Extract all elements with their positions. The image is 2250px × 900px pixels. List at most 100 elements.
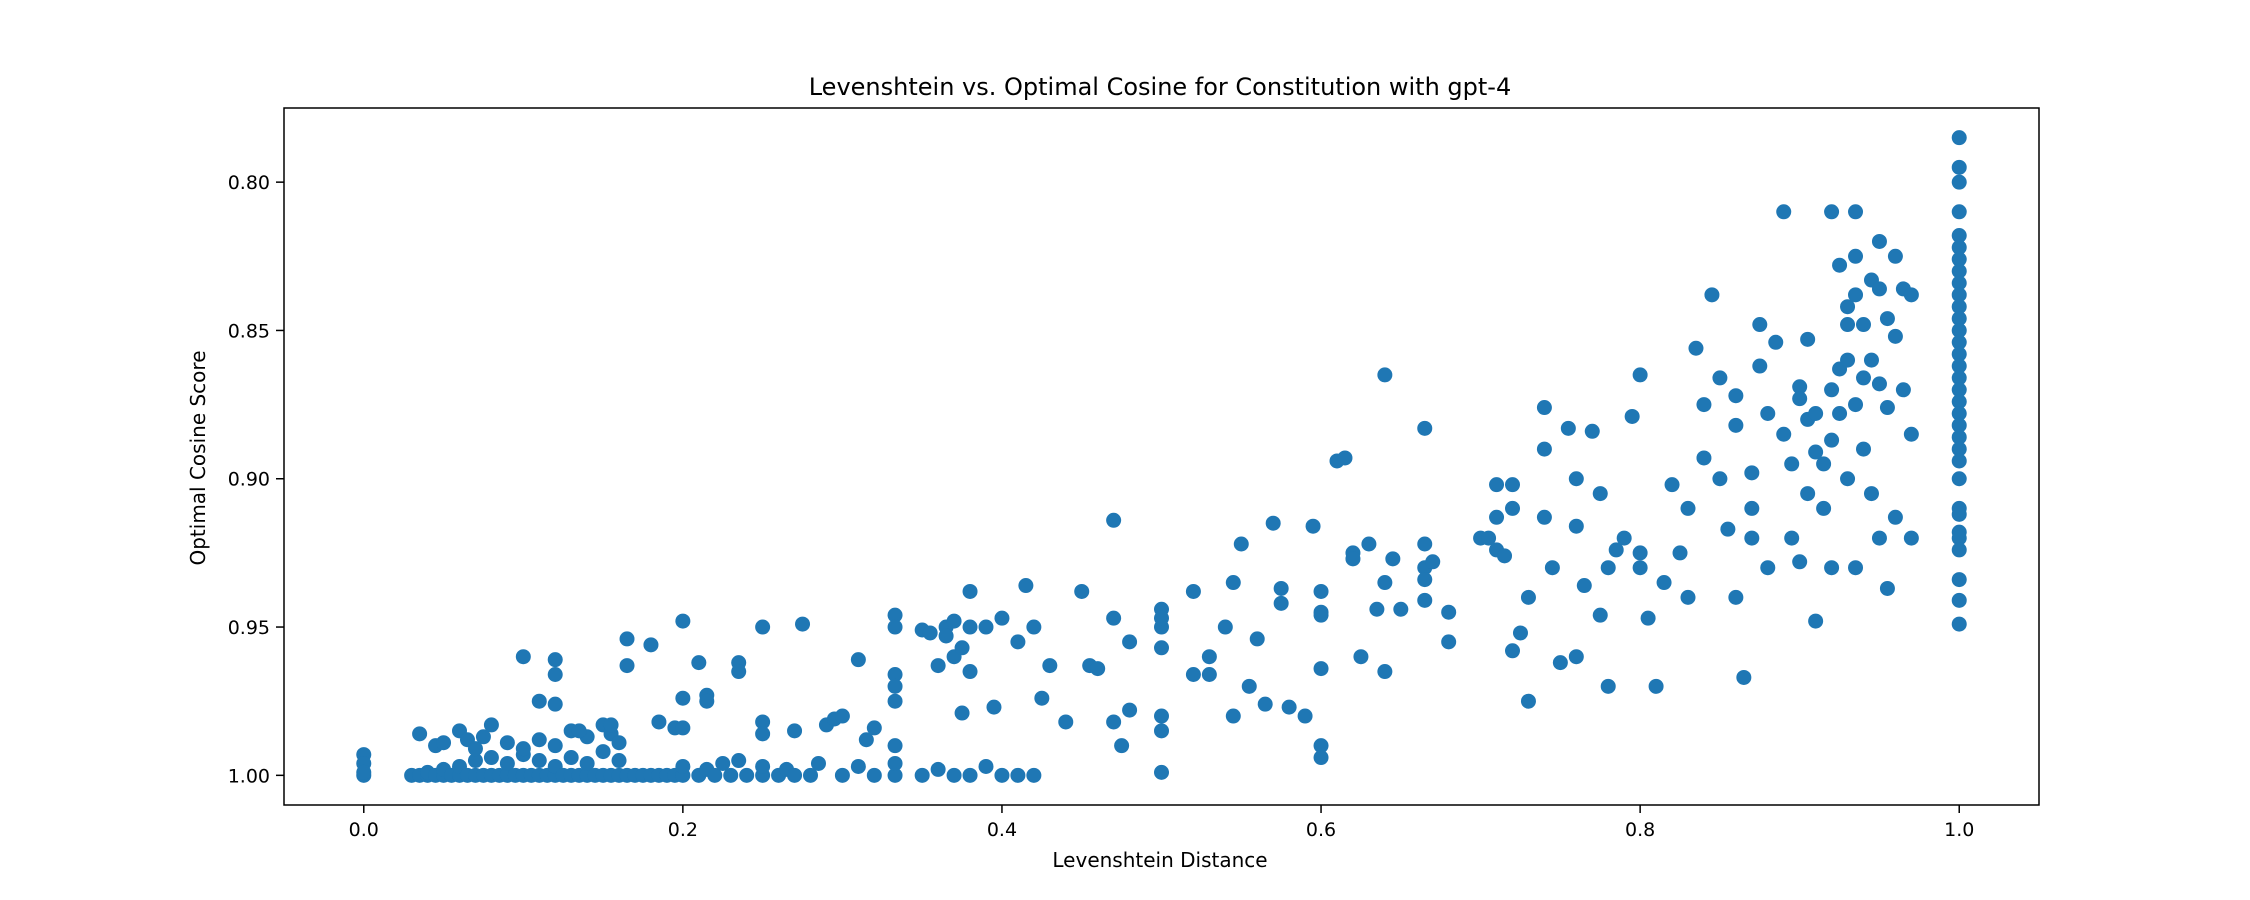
data-point: [1042, 658, 1058, 674]
data-point: [1600, 678, 1616, 694]
data-point: [1560, 420, 1576, 436]
data-point: [1951, 542, 1967, 558]
data-point: [1951, 263, 1967, 279]
data-point: [1305, 518, 1321, 534]
data-point: [1887, 328, 1903, 344]
data-point: [515, 649, 531, 665]
data-point: [1393, 601, 1409, 617]
data-point: [946, 613, 962, 629]
data-point: [1568, 471, 1584, 487]
data-point: [1122, 702, 1138, 718]
data-point: [1034, 690, 1050, 706]
data-point: [1704, 287, 1720, 303]
data-point: [1217, 619, 1233, 635]
data-point: [1058, 714, 1074, 730]
x-tick-label: 0.6: [1306, 819, 1336, 841]
data-point: [1728, 417, 1744, 433]
y-axis-label: Optimal Cosine Score: [186, 350, 210, 565]
data-point: [1951, 204, 1967, 220]
data-point: [1800, 486, 1816, 502]
data-point: [1425, 554, 1441, 570]
data-point: [1154, 640, 1169, 656]
data-point: [1018, 578, 1034, 594]
data-point: [1273, 580, 1289, 596]
y-tick-label: 0.90: [228, 469, 270, 491]
data-point: [1816, 500, 1832, 516]
data-point: [1744, 465, 1760, 481]
data-point: [499, 735, 515, 751]
data-point: [1010, 767, 1026, 783]
data-point: [1664, 477, 1680, 493]
data-point: [691, 655, 707, 671]
data-point: [887, 678, 903, 694]
data-point: [611, 753, 627, 769]
data-point: [1951, 287, 1967, 303]
data-point: [810, 755, 826, 771]
data-point: [436, 735, 452, 751]
data-point: [1871, 530, 1887, 546]
data-point: [1281, 699, 1297, 715]
data-point: [1951, 471, 1967, 487]
data-point: [1776, 204, 1792, 220]
data-point: [978, 758, 994, 774]
data-point: [1951, 441, 1967, 457]
x-tick-label: 1.0: [1944, 819, 1974, 841]
data-point: [1824, 432, 1840, 448]
data-point: [1010, 634, 1026, 650]
data-point: [1951, 334, 1967, 350]
data-point: [1840, 352, 1856, 368]
data-point: [834, 708, 850, 724]
data-point: [547, 696, 563, 712]
data-point: [1154, 610, 1169, 626]
data-point: [1696, 450, 1712, 466]
data-point: [1552, 655, 1568, 671]
data-point: [1417, 420, 1433, 436]
data-point: [1752, 317, 1768, 333]
data-point: [954, 640, 970, 656]
data-point: [483, 750, 499, 766]
data-point: [571, 723, 587, 739]
data-point: [1951, 311, 1967, 327]
data-point: [1313, 583, 1329, 599]
data-point: [1808, 613, 1824, 629]
data-point: [1090, 661, 1106, 677]
data-point: [1951, 530, 1967, 546]
data-point: [1201, 666, 1217, 682]
data-point: [1201, 649, 1217, 665]
data-point: [1784, 530, 1800, 546]
data-point: [1720, 521, 1736, 537]
data-point: [1848, 287, 1864, 303]
data-point: [1903, 426, 1919, 442]
data-point: [1122, 634, 1138, 650]
data-point: [1951, 322, 1967, 338]
data-point: [1871, 233, 1887, 249]
chart-title: Levenshtein vs. Optimal Cosine for Const…: [809, 73, 1512, 101]
data-point: [723, 767, 739, 783]
data-point: [1106, 512, 1122, 528]
data-point: [1951, 228, 1967, 244]
data-point: [1736, 669, 1752, 685]
data-point: [1632, 367, 1648, 383]
y-tick-label: 0.80: [228, 172, 270, 194]
data-point: [1026, 619, 1042, 635]
data-point: [531, 693, 547, 709]
data-point: [1568, 518, 1584, 534]
data-point: [356, 764, 372, 780]
data-point: [1417, 536, 1433, 552]
data-point: [930, 658, 946, 674]
data-point: [1951, 592, 1967, 608]
data-point: [563, 750, 579, 766]
data-point: [1871, 281, 1887, 297]
data-point: [1656, 575, 1672, 591]
data-point: [1106, 610, 1122, 626]
data-point: [962, 664, 978, 680]
data-point: [467, 741, 483, 757]
data-point: [1808, 444, 1824, 460]
data-point: [1808, 405, 1824, 421]
data-point: [1951, 417, 1967, 433]
data-point: [1592, 486, 1608, 502]
data-point: [1951, 275, 1967, 291]
data-point: [1600, 560, 1616, 576]
data-point: [1233, 536, 1249, 552]
data-point: [866, 767, 882, 783]
